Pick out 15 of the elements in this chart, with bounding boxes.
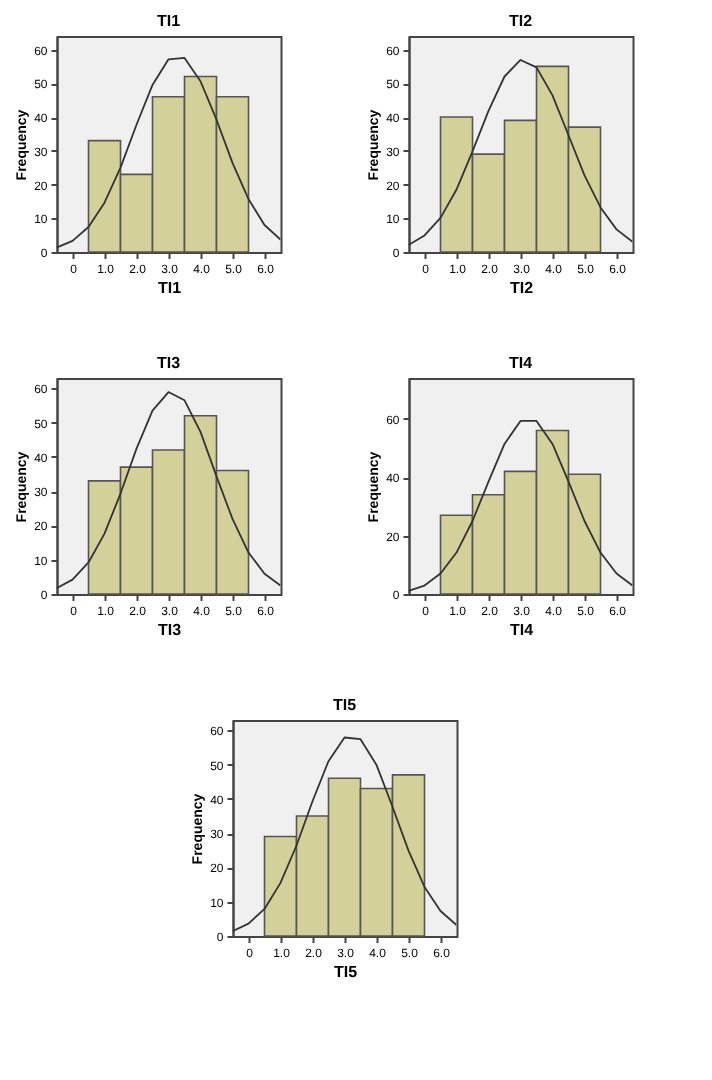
line-series — [56, 57, 281, 249]
x-axis-title: TI1 — [157, 279, 183, 297]
line-series — [408, 59, 633, 246]
line-series — [56, 391, 281, 590]
x-axis-title: TI4 — [509, 621, 535, 639]
line-series — [408, 420, 633, 592]
x-axis-title: TI3 — [157, 621, 183, 639]
chart-title: TI2 — [508, 12, 534, 30]
chart-title: TI1 — [156, 12, 182, 30]
chart-title: TI3 — [156, 354, 182, 372]
x-axis-title: TI5 — [333, 963, 359, 981]
chart-title: TI5 — [332, 696, 358, 714]
x-axis-title: TI2 — [509, 279, 535, 297]
line-series — [232, 736, 457, 933]
chart-title: TI4 — [508, 354, 534, 372]
